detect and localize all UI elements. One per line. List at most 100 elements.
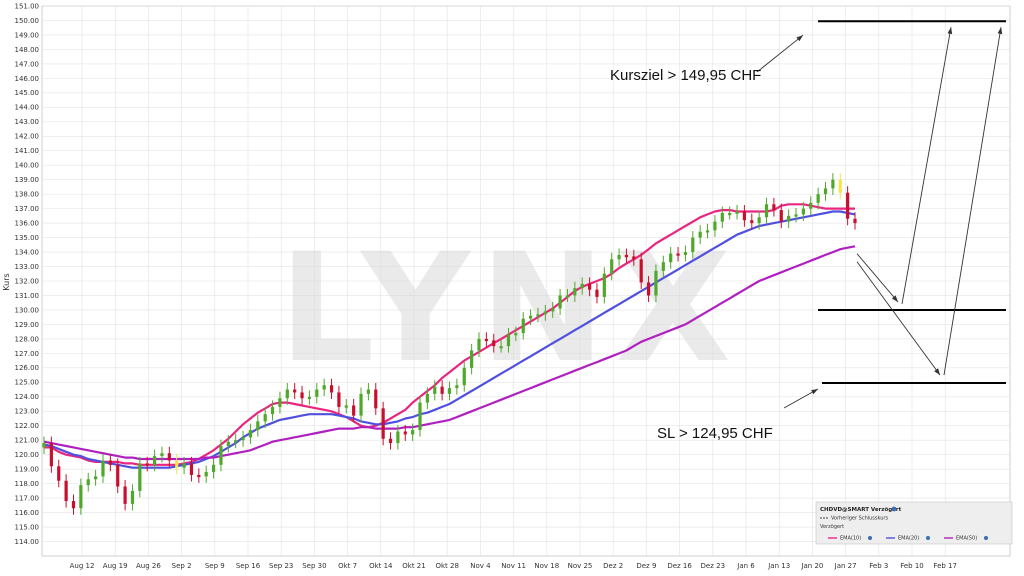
y-tick-label: 142.00 (15, 133, 40, 141)
candle-body (757, 217, 761, 224)
y-tick-label: 140.00 (15, 162, 40, 170)
candle-body (809, 202, 813, 209)
candles (42, 173, 857, 515)
candle-body (344, 405, 348, 408)
candle-body (587, 283, 592, 290)
path-arrow-up-1-head (947, 27, 953, 35)
x-tick-label: Sep 23 (269, 562, 293, 570)
candle-body (197, 474, 201, 478)
y-tick-label: 132.00 (15, 277, 40, 285)
y-tick-label: 126.00 (15, 364, 40, 372)
legend[interactable]: CHDVD@SMART Verzögert Vorheriger Schluss… (815, 501, 1013, 545)
candle-body (278, 398, 282, 407)
candle-body (617, 254, 621, 260)
x-tick-label: Dez 23 (701, 562, 726, 570)
y-axis-label: Kurs (2, 273, 11, 290)
candle-body (307, 396, 312, 399)
candle-body (624, 254, 629, 258)
candle-body (455, 385, 459, 389)
candle-body (772, 204, 776, 211)
candle-body (396, 431, 400, 444)
y-tick-label: 135.00 (15, 234, 40, 242)
candle-body (130, 490, 135, 504)
candle-body (189, 463, 194, 475)
x-tick-label: Sep 30 (302, 562, 326, 570)
y-tick-label: 118.00 (15, 480, 40, 488)
candle-body (300, 392, 304, 399)
candle-body (219, 446, 223, 465)
candle-body (853, 218, 857, 224)
x-tick-label: Sep 2 (172, 562, 192, 570)
gridlines (41, 5, 1011, 557)
target-pointer-arrow-head (796, 35, 803, 42)
candle-body (661, 262, 665, 271)
candle-body (160, 453, 164, 457)
legend-title: CHDVD@SMART Verzögert (820, 507, 902, 513)
candle-body (337, 392, 341, 407)
y-axis: 114.00 115.00 116.00 117.00 118.00 119.00 120.… (15, 2, 40, 546)
y-tick-label: 131.00 (15, 292, 40, 300)
y-tick-label: 141.00 (15, 147, 40, 155)
ema-lines (43, 203, 856, 469)
y-tick-label: 115.00 (15, 523, 40, 531)
x-tick-label: Nov 25 (568, 562, 593, 570)
candle-body (263, 414, 267, 422)
x-tick-label: Aug 12 (70, 562, 95, 570)
candle-body (411, 430, 415, 435)
y-tick-label: 129.00 (15, 321, 40, 329)
candle-body (116, 464, 120, 487)
candle-body (823, 188, 828, 195)
path-arrow-down-1 (856, 253, 899, 303)
candle-body (123, 486, 127, 504)
candle-body (322, 385, 326, 390)
candle-body (167, 453, 171, 461)
path-arrow-down-1-head (891, 295, 898, 302)
y-tick-label: 130.00 (15, 306, 40, 314)
candle-body (654, 270, 658, 296)
candle-body (182, 463, 186, 468)
candle-body (787, 215, 791, 222)
x-tick-label: Okt 21 (402, 562, 425, 570)
candle-body (529, 315, 533, 319)
candle-body (381, 408, 385, 439)
candle-body (484, 338, 488, 342)
candle-body (211, 464, 216, 473)
globe-icon (926, 536, 930, 540)
x-tick-label: Jan 27 (834, 562, 857, 570)
y-tick-label: 139.00 (15, 176, 40, 184)
y-tick-label: 148.00 (15, 46, 40, 54)
stoploss-pointer-arrow-head (811, 389, 818, 395)
y-tick-label: 145.00 (15, 89, 40, 97)
x-tick-label: Okt 28 (435, 562, 458, 570)
y-tick-label: 146.00 (15, 75, 40, 83)
path-arrow-up-1 (901, 27, 952, 305)
candle-body (831, 179, 835, 189)
candle-body (794, 214, 798, 217)
candle-body (838, 179, 842, 193)
globe-icon (868, 536, 872, 540)
y-tick-label: 149.00 (15, 31, 40, 39)
candle-body (175, 460, 179, 468)
y-tick-label: 151.00 (15, 2, 40, 10)
y-tick-label: 114.00 (15, 538, 40, 546)
x-tick-label: Aug 19 (103, 562, 128, 570)
candle-body (42, 443, 46, 448)
x-tick-label: Feb 3 (869, 562, 888, 570)
x-tick-label: Sep 9 (205, 562, 225, 570)
legend-item-label: EMA(10) (840, 536, 861, 542)
y-tick-label: 122.00 (15, 422, 40, 430)
candle-body (595, 289, 599, 297)
x-tick-label: Jan 13 (767, 562, 790, 570)
y-tick-label: 136.00 (15, 220, 40, 228)
x-tick-label: Feb 10 (900, 562, 924, 570)
annotation-target: Kursziel > 149,95 CHF (610, 67, 761, 84)
ema-line (43, 210, 856, 469)
x-tick-label: Jan 20 (800, 562, 823, 570)
candle-body (270, 406, 275, 415)
y-tick-label: 124.00 (15, 393, 40, 401)
candle-body (447, 388, 452, 394)
candle-body (433, 386, 437, 394)
candle-body (352, 405, 356, 416)
annotation-drawings (756, 20, 1006, 409)
